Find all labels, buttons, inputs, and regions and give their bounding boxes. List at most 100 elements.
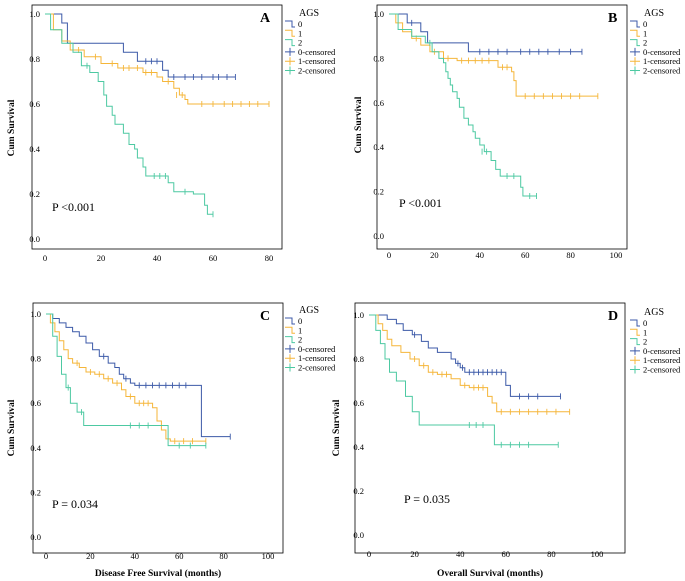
y-tick-label: 0.0 — [353, 530, 364, 540]
legend-label: 1-censored — [643, 56, 681, 66]
legend-marker-censored — [285, 66, 295, 75]
y-tick-label: 1.0 — [353, 310, 364, 320]
y-tick-label: 1.0 — [373, 9, 384, 19]
legend-marker-censored — [630, 356, 640, 365]
y-tick-label: 0.8 — [30, 354, 41, 364]
x-tick-label: 60 — [502, 549, 511, 559]
survival-curve-ags-1 — [389, 13, 598, 97]
y-tick-label: 0.4 — [373, 142, 384, 152]
legend-marker-censored — [285, 47, 295, 56]
legend-marker-line — [630, 338, 640, 346]
legend-marker-line — [285, 20, 295, 28]
y-tick-label: 0.4 — [29, 144, 40, 154]
x-tick-label: 100 — [591, 549, 604, 559]
legend-marker-line — [630, 319, 640, 327]
legend-label: 2 — [298, 335, 302, 345]
y-tick-label: 0.4 — [353, 442, 364, 452]
legend-label: 0-censored — [643, 47, 681, 57]
legend-label: 0 — [298, 19, 302, 29]
y-tick-label: 0.2 — [353, 486, 364, 496]
y-tick-label: 0.8 — [29, 54, 40, 64]
y-tick-label: 0.2 — [373, 187, 384, 197]
legend-marker-line — [285, 29, 295, 37]
x-tick-label: 40 — [456, 549, 465, 559]
legend-marker-censored — [285, 344, 295, 353]
legend-label: 1 — [298, 325, 302, 335]
x-tick-label: 80 — [219, 551, 228, 561]
legend-marker-line — [630, 29, 640, 37]
panel-d-ylabel: Cum Survival — [332, 399, 342, 456]
panel-a-letter: A — [260, 11, 271, 26]
legend-label: 2-censored — [298, 66, 336, 76]
x-tick-label: 80 — [566, 250, 575, 260]
legend-label: 1 — [643, 327, 647, 337]
legend-label: 1-censored — [298, 353, 336, 363]
panel-d-frame — [354, 302, 626, 554]
legend-marker-line — [630, 328, 640, 336]
legend-label: 0-censored — [298, 47, 336, 57]
legend-marker-line — [285, 317, 295, 325]
legend-marker-censored — [630, 346, 640, 355]
legend-marker-censored — [285, 363, 295, 372]
legend-marker-line — [630, 39, 640, 47]
survival-curve-ags-2 — [389, 13, 537, 197]
legend-label: 2-censored — [643, 66, 681, 76]
legend-label: 2-censored — [643, 365, 681, 375]
x-tick-label: 100 — [610, 250, 623, 260]
panel-c-xlabel: Disease Free Survival (months) — [95, 568, 221, 579]
legend-label: 0-censored — [643, 346, 681, 356]
x-tick-label: 80 — [265, 253, 274, 263]
panel-b-frame — [376, 4, 628, 250]
y-tick-label: 0.2 — [30, 487, 41, 497]
legend-label: 1 — [298, 28, 302, 38]
panel-a-ylabel: Cum Survival — [7, 99, 17, 156]
legend-title: AGS — [299, 8, 319, 19]
x-tick-label: 20 — [410, 549, 419, 559]
legend-marker-line — [630, 20, 640, 28]
survival-curve-ags-0 — [389, 13, 582, 53]
legend-label: 2 — [643, 337, 647, 347]
legend-title: AGS — [299, 305, 319, 316]
legend-label: 0 — [643, 19, 647, 29]
legend-marker-censored — [285, 354, 295, 363]
panel-a-pvalue: P <0.001 — [52, 200, 95, 214]
x-tick-label: 80 — [547, 549, 556, 559]
y-tick-label: 0.6 — [30, 398, 41, 408]
x-tick-label: 0 — [367, 549, 371, 559]
x-tick-label: 100 — [262, 551, 275, 561]
x-tick-label: 40 — [153, 253, 162, 263]
legend-marker-censored — [630, 66, 640, 75]
legend-label: 0-censored — [298, 344, 336, 354]
legend-marker-censored — [630, 47, 640, 56]
y-tick-label: 0.0 — [373, 231, 384, 241]
legend-marker-censored — [285, 57, 295, 66]
legend-marker-line — [285, 336, 295, 344]
panel-d-xlabel: Overall Survival (months) — [437, 568, 543, 579]
y-tick-label: 0.6 — [373, 98, 384, 108]
legend-label: 2-censored — [298, 363, 336, 373]
legend-label: 0 — [643, 318, 647, 328]
y-tick-label: 0.2 — [29, 189, 40, 199]
x-tick-label: 20 — [430, 250, 439, 260]
panel-d-letter: D — [608, 309, 618, 324]
y-tick-label: 1.0 — [30, 309, 41, 319]
panel-a-frame — [31, 4, 283, 250]
y-tick-label: 0.6 — [353, 398, 364, 408]
x-tick-label: 0 — [387, 250, 391, 260]
survival-curve-ags-0 — [369, 314, 561, 397]
legend-title: AGS — [644, 307, 664, 318]
panel-d-pvalue: P = 0.035 — [404, 492, 450, 506]
panel-a: 0 20 40 60 800.00.20.40.60.81.0 AGS0120-censo… — [7, 4, 336, 263]
legend-label: 2 — [643, 38, 647, 48]
legend-marker-line — [285, 326, 295, 334]
legend-marker-censored — [630, 57, 640, 66]
legend-marker-censored — [630, 365, 640, 374]
survival-curve-ags-0 — [46, 313, 231, 438]
